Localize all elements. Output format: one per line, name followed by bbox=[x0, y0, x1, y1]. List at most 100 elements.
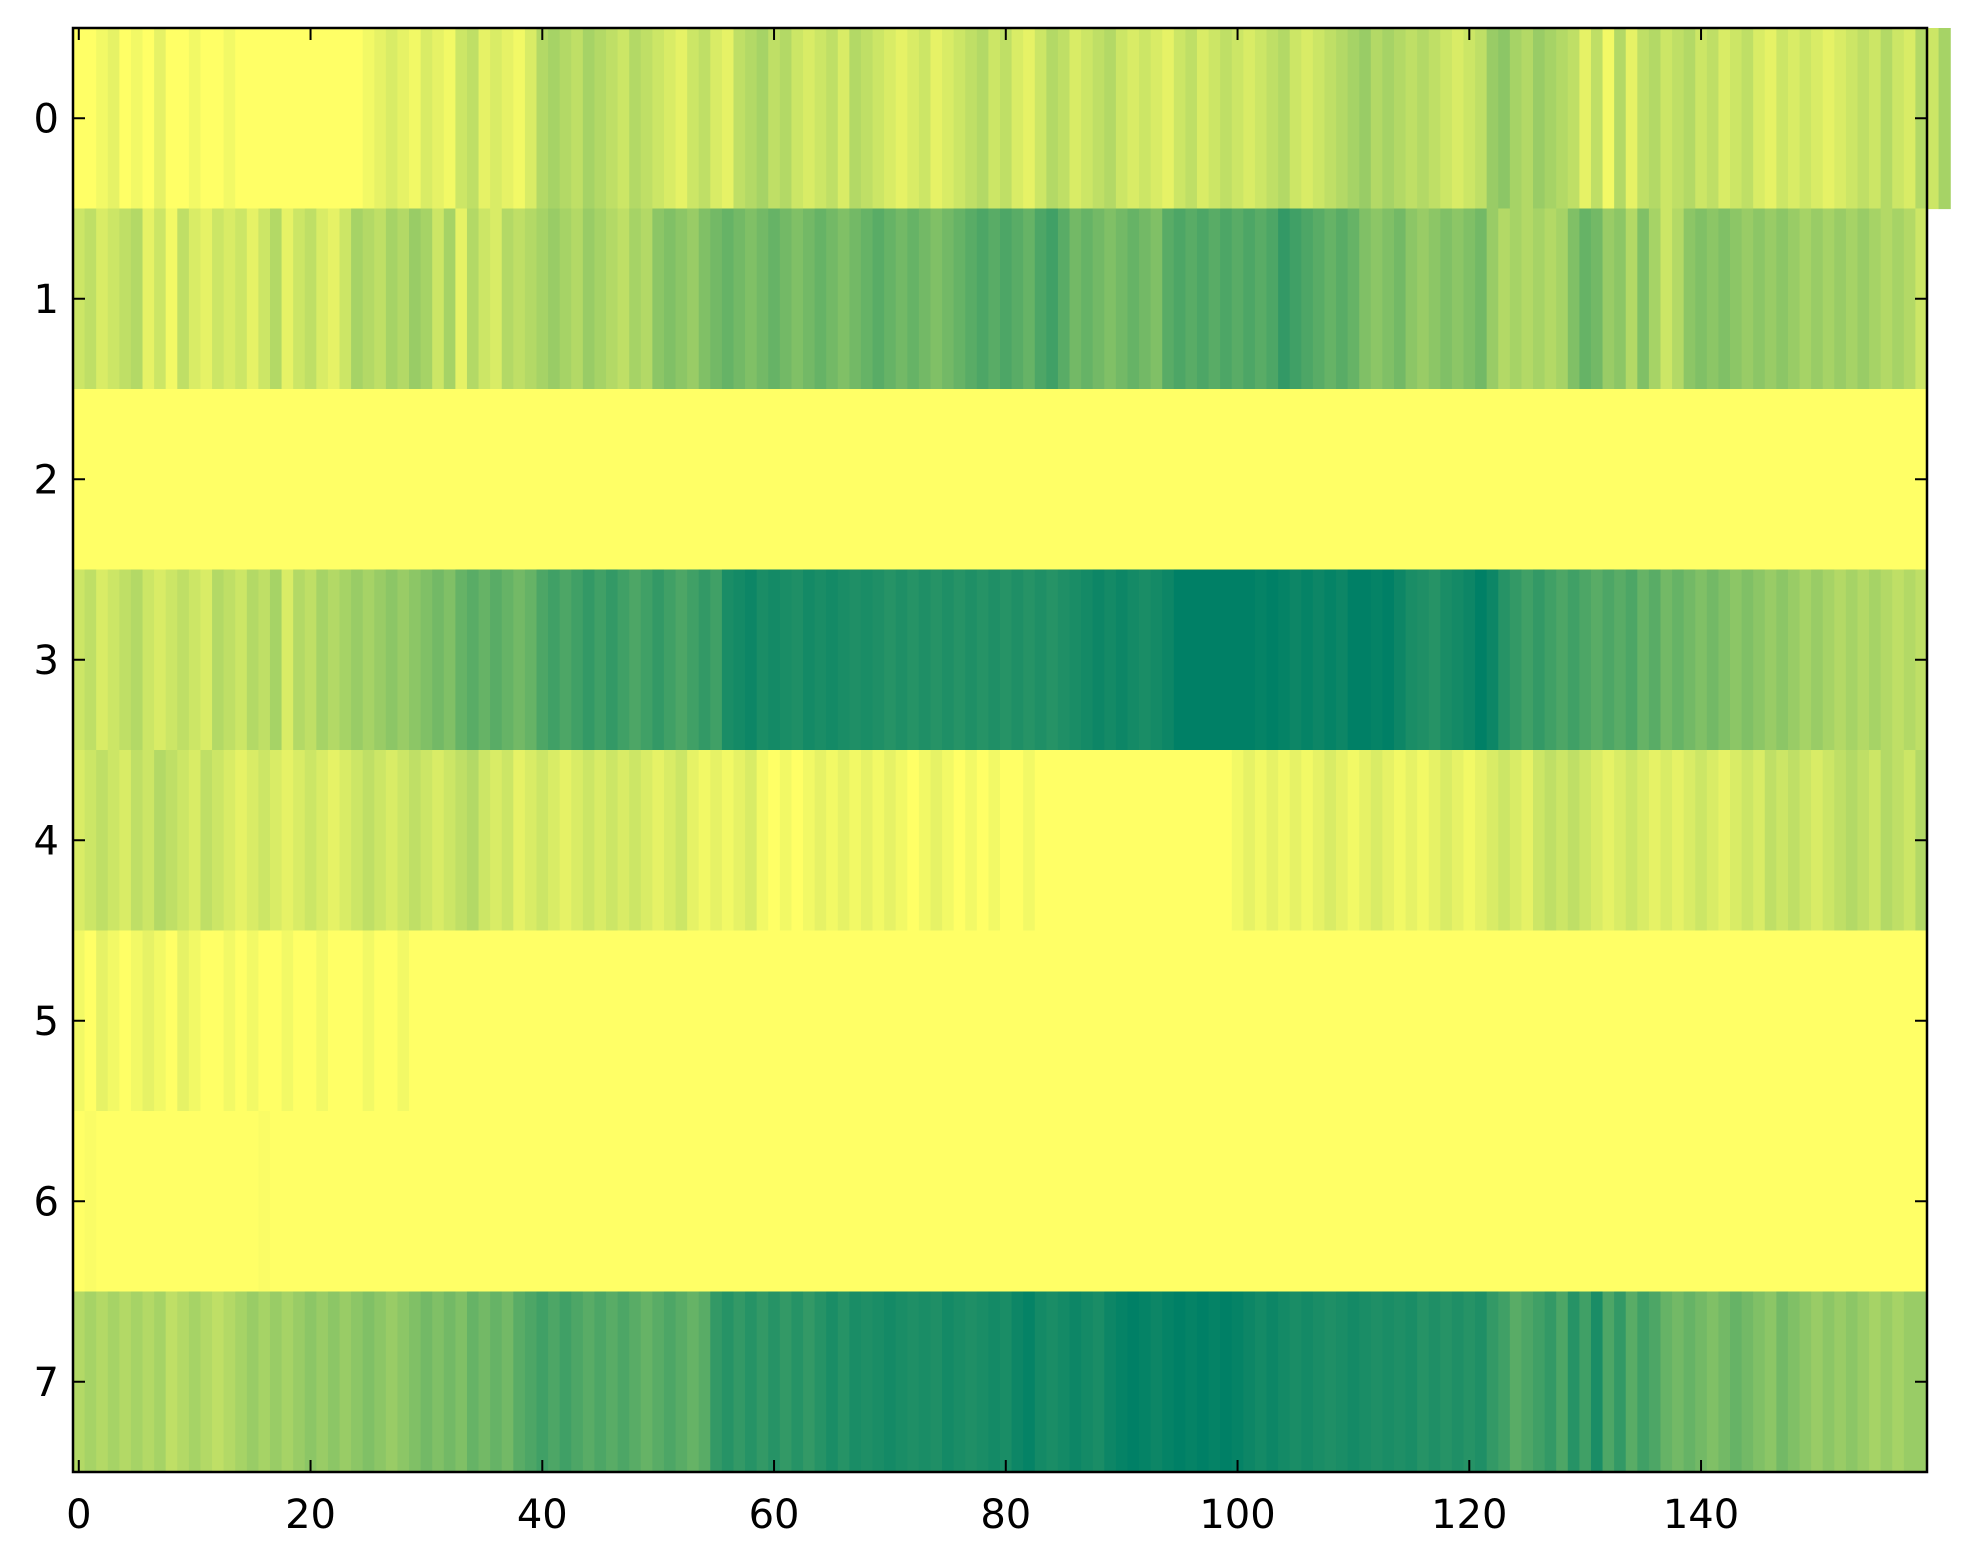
heatmap-cell bbox=[1880, 28, 1893, 210]
heatmap-cell bbox=[1139, 208, 1152, 390]
heatmap-cell bbox=[84, 930, 97, 1112]
heatmap-cell bbox=[884, 1291, 897, 1473]
heatmap-cell bbox=[339, 1291, 352, 1473]
y-tick-label: 1 bbox=[34, 277, 59, 323]
heatmap-cell bbox=[953, 208, 966, 390]
heatmap-cell bbox=[1660, 750, 1673, 932]
heatmap-cell bbox=[1092, 750, 1105, 932]
heatmap-cell bbox=[1695, 569, 1708, 751]
heatmap-cell bbox=[478, 930, 491, 1112]
heatmap-cell bbox=[698, 208, 711, 390]
heatmap-cell bbox=[548, 28, 561, 210]
heatmap-cell bbox=[1880, 1111, 1893, 1293]
heatmap-cell bbox=[594, 1111, 607, 1293]
heatmap-cell bbox=[930, 389, 943, 571]
heatmap-cell bbox=[1764, 389, 1777, 571]
heatmap-cell bbox=[1289, 208, 1302, 390]
heatmap-cell bbox=[1903, 930, 1917, 1112]
heatmap-cell bbox=[756, 208, 769, 390]
heatmap-cell bbox=[466, 750, 480, 932]
heatmap-cell bbox=[351, 1291, 364, 1473]
heatmap-cell bbox=[420, 1291, 433, 1473]
heatmap-cell bbox=[409, 569, 422, 751]
heatmap-cell bbox=[1382, 208, 1395, 390]
heatmap-cell bbox=[351, 930, 364, 1112]
heatmap-cell bbox=[1173, 1111, 1186, 1293]
heatmap-cell bbox=[1614, 1111, 1627, 1293]
heatmap-cell bbox=[652, 389, 665, 571]
heatmap-cell bbox=[1393, 28, 1407, 210]
heatmap-cell bbox=[1648, 1111, 1662, 1293]
heatmap-cell bbox=[1347, 1111, 1360, 1293]
heatmap-cell bbox=[1857, 750, 1870, 932]
heatmap-cell bbox=[1764, 1291, 1777, 1473]
heatmap-cell bbox=[119, 1291, 132, 1473]
heatmap-cell bbox=[1417, 389, 1430, 571]
heatmap-cell bbox=[524, 569, 538, 751]
heatmap-cell bbox=[1463, 930, 1476, 1112]
heatmap-cell bbox=[1092, 389, 1105, 571]
heatmap-cell bbox=[1695, 750, 1708, 932]
heatmap-cell bbox=[1428, 389, 1441, 571]
heatmap-cell bbox=[1521, 750, 1534, 932]
heatmap-cell bbox=[768, 1291, 781, 1473]
heatmap-cell bbox=[1486, 1111, 1499, 1293]
heatmap-cell bbox=[1590, 1111, 1604, 1293]
heatmap-cell bbox=[745, 569, 758, 751]
heatmap-cell bbox=[130, 208, 144, 390]
heatmap-cell bbox=[466, 1111, 480, 1293]
heatmap-cell bbox=[1312, 569, 1326, 751]
heatmap-cell bbox=[837, 28, 850, 210]
heatmap-cell bbox=[606, 569, 619, 751]
heatmap-cell bbox=[733, 208, 746, 390]
heatmap-cell bbox=[779, 208, 793, 390]
heatmap-cell bbox=[235, 930, 248, 1112]
heatmap-cell bbox=[1509, 28, 1523, 210]
heatmap-cell bbox=[1440, 569, 1453, 751]
heatmap-cell bbox=[432, 208, 445, 390]
heatmap-cell bbox=[1672, 389, 1685, 571]
heatmap-cell bbox=[1625, 1111, 1638, 1293]
heatmap-cell bbox=[1382, 1111, 1395, 1293]
heatmap-cell bbox=[316, 208, 329, 390]
heatmap-cell bbox=[1822, 569, 1835, 751]
heatmap-cell bbox=[791, 1111, 804, 1293]
heatmap-cell bbox=[768, 1111, 781, 1293]
heatmap-cell bbox=[362, 750, 375, 932]
heatmap-cell bbox=[860, 389, 874, 571]
heatmap-cell bbox=[814, 569, 827, 751]
heatmap-cell bbox=[837, 930, 850, 1112]
heatmap-cell bbox=[1405, 28, 1418, 210]
heatmap-cell bbox=[1741, 569, 1754, 751]
heatmap-cell bbox=[374, 750, 387, 932]
heatmap-cell bbox=[1556, 1111, 1569, 1293]
heatmap-cell bbox=[918, 1111, 932, 1293]
heatmap-cell bbox=[965, 930, 978, 1112]
x-tick-label: 120 bbox=[1431, 1492, 1507, 1538]
heatmap-cell bbox=[1023, 28, 1036, 210]
x-tick-label: 0 bbox=[66, 1492, 91, 1538]
heatmap-cell bbox=[1324, 28, 1337, 210]
heatmap-cell bbox=[1869, 1111, 1882, 1293]
heatmap-cell bbox=[1556, 930, 1569, 1112]
heatmap-cell bbox=[895, 208, 908, 390]
heatmap-cell bbox=[1393, 208, 1407, 390]
heatmap-cell bbox=[559, 28, 572, 210]
heatmap-cell bbox=[490, 389, 503, 571]
heatmap-cell bbox=[1892, 569, 1905, 751]
heatmap-cell bbox=[1243, 930, 1256, 1112]
heatmap-cell bbox=[849, 1111, 862, 1293]
heatmap-cell bbox=[1787, 1291, 1801, 1473]
heatmap-cell bbox=[130, 28, 144, 210]
heatmap-cell bbox=[1590, 208, 1604, 390]
heatmap-cell bbox=[918, 750, 932, 932]
heatmap-cell bbox=[188, 208, 202, 390]
heatmap-cell bbox=[1057, 569, 1071, 751]
heatmap-cell bbox=[1370, 1111, 1383, 1293]
heatmap-cell bbox=[733, 569, 746, 751]
heatmap-cell bbox=[1231, 208, 1244, 390]
heatmap-cell bbox=[1590, 569, 1604, 751]
heatmap-cell bbox=[96, 1111, 109, 1293]
heatmap-cell bbox=[617, 208, 630, 390]
heatmap-cell bbox=[1150, 569, 1163, 751]
